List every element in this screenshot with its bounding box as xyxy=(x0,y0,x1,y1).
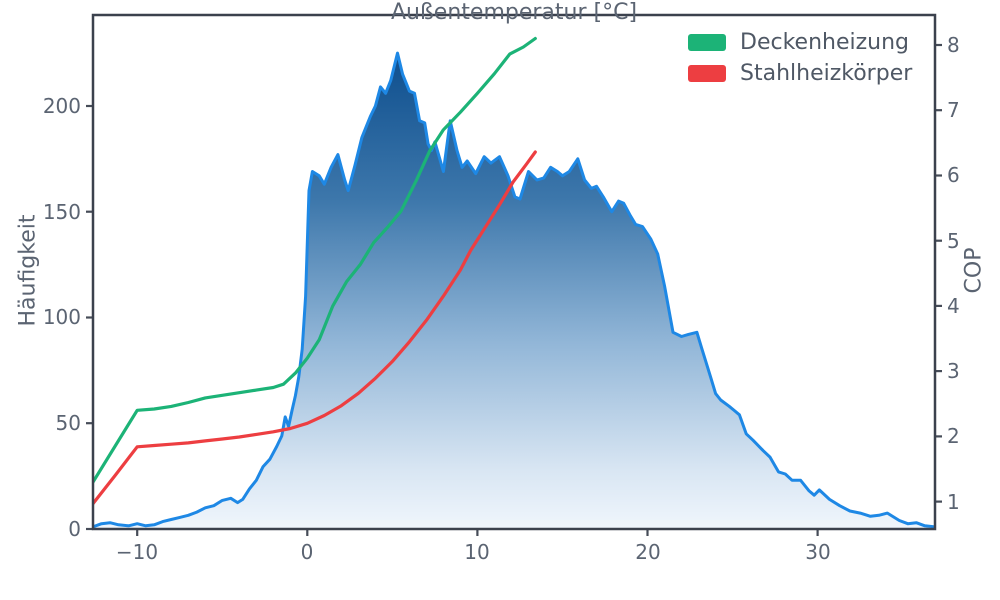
y-right-tick-label: 3 xyxy=(947,359,960,383)
stahlheizkoerper-line xyxy=(93,150,537,506)
legend-swatch-stahlheizkoerper-icon xyxy=(688,64,726,82)
y-right-tick-label: 7 xyxy=(947,98,960,122)
x-tick-label: 10 xyxy=(464,540,490,564)
x-axis-label: Außentemperatur [°C] xyxy=(390,0,638,25)
x-tick-label: 30 xyxy=(805,540,831,564)
y-right-tick-label: 8 xyxy=(947,33,960,57)
legend-item-stahlheizkoerper: Stahlheizkörper xyxy=(688,60,913,86)
x-tick-label: 0 xyxy=(300,540,314,564)
axes-spines xyxy=(91,13,937,531)
y-right-tick-label: 4 xyxy=(947,294,960,318)
histogram-area xyxy=(93,53,935,529)
y-axis-label-right: COP xyxy=(961,247,987,294)
x-tick-label: 20 xyxy=(635,540,661,564)
y-right-tick-label: 6 xyxy=(947,163,960,187)
x-tick-label: −10 xyxy=(115,540,159,564)
y-left-tick-label: 150 xyxy=(42,200,81,224)
y-right-tick-label: 5 xyxy=(947,229,960,253)
legend: Deckenheizung Stahlheizkörper xyxy=(688,29,913,86)
legend-item-deckenheizung: Deckenheizung xyxy=(688,29,912,55)
legend-label-stahlheizkoerper: Stahlheizkörper xyxy=(740,60,913,86)
histogram-outline xyxy=(93,51,935,529)
y-right-tick-label: 2 xyxy=(947,424,960,448)
legend-swatch-deckenheizung-icon xyxy=(688,33,726,51)
y-right-tick-label: 1 xyxy=(947,490,960,514)
y-left-tick-label: 200 xyxy=(42,94,81,118)
deckenheizung-line xyxy=(93,36,537,484)
y-left-tick-label: 0 xyxy=(68,517,81,541)
y-left-tick-label: 50 xyxy=(55,411,81,435)
y-left-tick-label: 100 xyxy=(42,305,81,329)
legend-label-deckenheizung: Deckenheizung xyxy=(740,29,909,55)
plot-area xyxy=(93,36,935,529)
